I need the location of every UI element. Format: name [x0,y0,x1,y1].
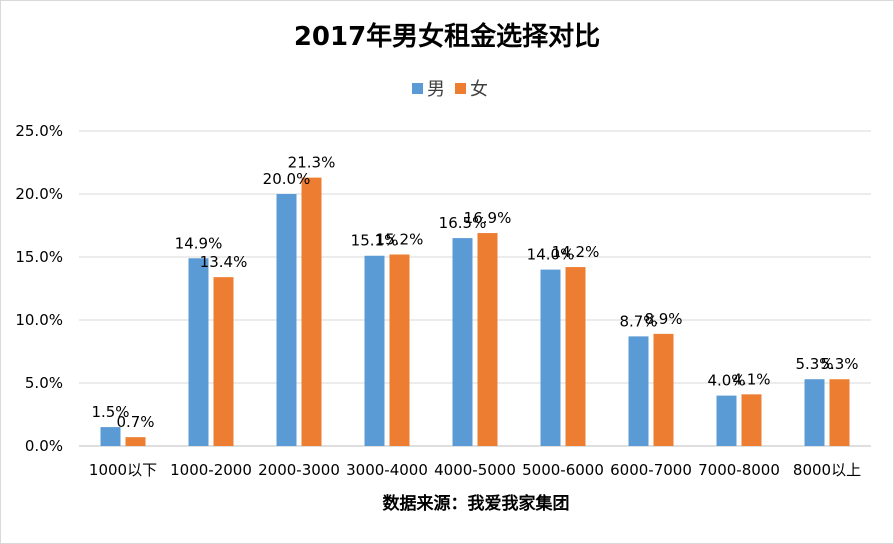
data-label: 15.2% [376,230,424,248]
data-label: 8.7% [619,312,657,330]
data-label: 14.0% [527,246,575,264]
data-label: 5.3% [820,355,858,373]
bar-male [628,336,649,446]
bar-male [364,255,385,446]
x-tick-label: 4000-5000 [434,461,516,479]
data-label: 13.4% [200,253,248,271]
y-axis-ticks: 0.0% 5.0% 10.0% 15.0% 20.0% 25.0% [15,122,63,455]
x-tick-label: 5000-6000 [522,461,604,479]
bars [100,177,850,446]
gridlines [79,130,871,447]
x-tick-label: 1000-2000 [170,461,252,479]
x-tick-label: 1000以下 [89,461,157,479]
bar-male [540,269,561,446]
legend-label-male: 男 [427,79,445,100]
data-label: 21.3% [288,154,336,172]
bar-female [829,379,850,446]
data-label: 16.9% [464,209,512,227]
bar-female [565,267,586,446]
data-label: 4.0% [707,372,745,390]
legend-label-female: 女 [470,79,488,100]
bar-male [188,258,209,446]
bar-female [125,437,146,446]
legend-swatch-male [412,83,423,94]
y-tick-label: 15.0% [15,248,63,266]
data-label: 1.5% [91,403,129,421]
bar-male [100,427,121,446]
bar-female [653,333,674,446]
x-tick-label: 3000-4000 [346,461,428,479]
x-axis-label: 数据来源：我爱我家集团 [383,493,570,514]
data-label: 8.9% [644,310,682,328]
legend: 男 女 [412,79,488,100]
y-tick-label: 20.0% [15,185,63,203]
data-label: 14.2% [552,243,600,261]
x-tick-label: 8000以上 [793,461,861,479]
data-label: 14.9% [175,234,223,252]
x-tick-label: 2000-3000 [258,461,340,479]
x-tick-label: 7000-8000 [698,461,780,479]
y-tick-label: 10.0% [15,311,63,329]
data-labels: 1.5%0.7% 14.9%13.4% 20.0%21.3% 15.1%15.2% 16… [91,154,858,432]
bar-female [213,277,234,446]
bar-male [452,238,473,446]
bar-male [276,194,297,446]
data-label: 20.0% [263,170,311,188]
bar-female [477,233,498,446]
data-label: 4.1% [732,370,770,388]
x-tick-label: 6000-7000 [610,461,692,479]
data-label: 0.7% [116,413,154,431]
y-tick-label: 25.0% [15,122,63,140]
data-label: 15.1% [351,232,399,250]
x-axis-ticks: 1000以下 1000-2000 2000-3000 3000-4000 4000-50… [89,461,861,479]
y-tick-label: 5.0% [25,374,63,392]
bar-female [301,177,322,446]
bar-male [716,395,737,446]
data-label: 16.5% [439,214,487,232]
data-label: 5.3% [795,355,833,373]
bar-male [804,379,825,446]
bar-female [389,254,410,446]
legend-swatch-female [455,83,466,94]
bar-female [741,394,762,446]
chart-title: 2017年男女租金选择对比 [294,21,600,52]
y-tick-label: 0.0% [25,437,63,455]
